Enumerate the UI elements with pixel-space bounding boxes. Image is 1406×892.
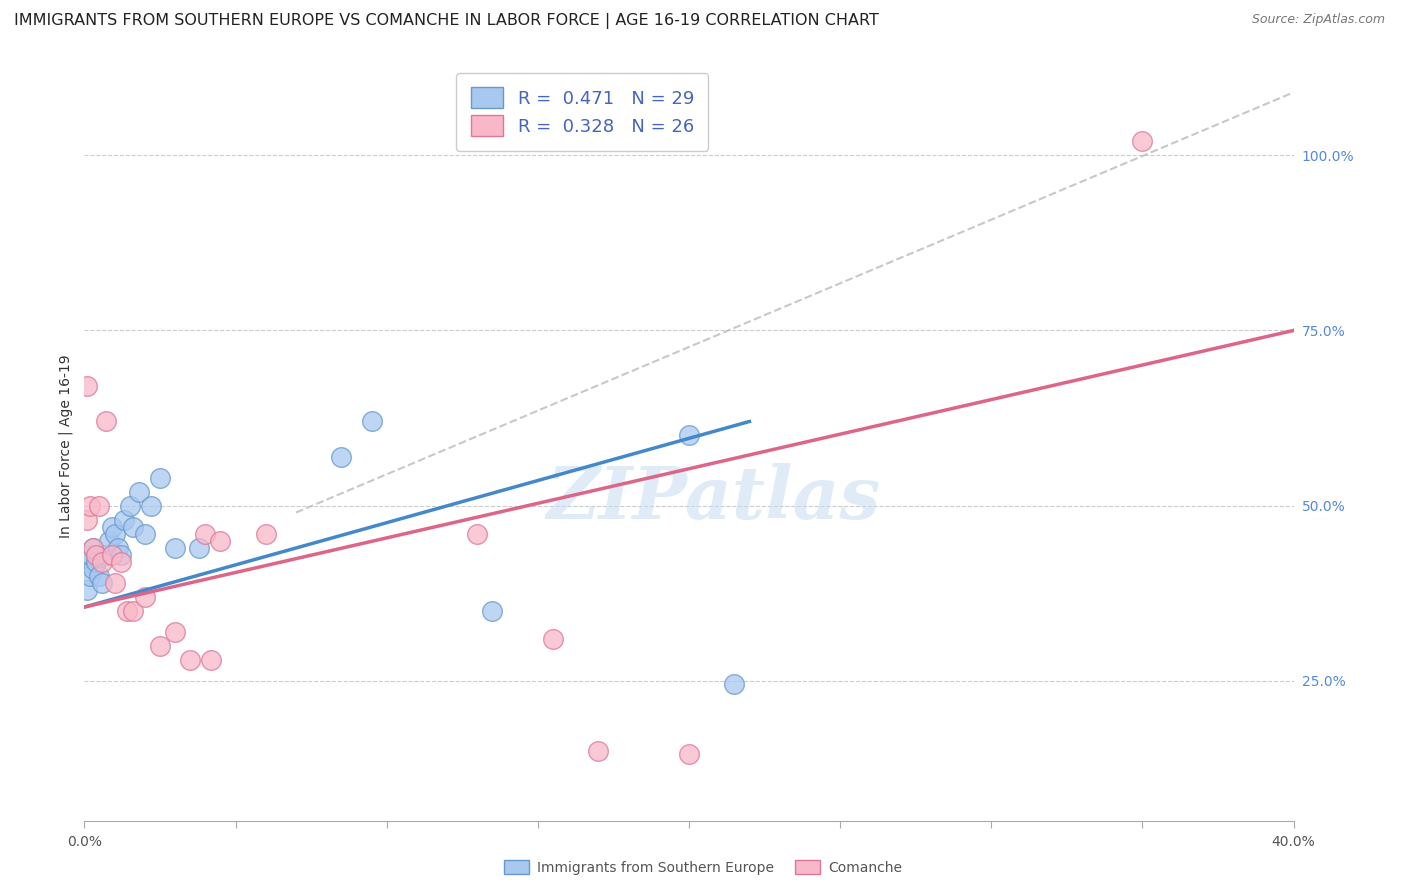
- Point: [76, 379, 98, 393]
- Point: [723, 677, 745, 691]
- Point: [330, 450, 353, 464]
- Point: [678, 428, 700, 442]
- Text: Source: ZipAtlas.com: Source: ZipAtlas.com: [1251, 13, 1385, 27]
- Point: [104, 575, 127, 590]
- Point: [97, 533, 120, 548]
- Point: [86, 548, 108, 562]
- Point: [481, 603, 503, 617]
- Point: [209, 533, 232, 548]
- Point: [112, 512, 135, 526]
- Point: [254, 526, 277, 541]
- Point: [89, 568, 111, 582]
- Point: [200, 652, 222, 666]
- Point: [79, 548, 101, 562]
- Point: [121, 603, 143, 617]
- Point: [139, 499, 162, 513]
- Point: [541, 632, 564, 646]
- Point: [76, 582, 98, 597]
- Point: [89, 499, 111, 513]
- Point: [82, 541, 104, 555]
- Point: [76, 555, 98, 569]
- Point: [588, 743, 610, 757]
- Point: [100, 519, 122, 533]
- Point: [82, 541, 104, 555]
- Point: [134, 526, 156, 541]
- Point: [121, 519, 143, 533]
- Point: [467, 526, 489, 541]
- Point: [1130, 135, 1153, 149]
- Point: [82, 561, 104, 575]
- Point: [91, 575, 114, 590]
- Point: [149, 470, 172, 484]
- Point: [107, 541, 129, 555]
- Point: [188, 541, 211, 555]
- Point: [128, 484, 150, 499]
- Point: [115, 603, 138, 617]
- Point: [165, 541, 187, 555]
- Legend: R =  0.471   N = 29, R =  0.328   N = 26: R = 0.471 N = 29, R = 0.328 N = 26: [456, 73, 709, 151]
- Point: [149, 639, 172, 653]
- Point: [79, 568, 101, 582]
- Text: ZIPatlas: ZIPatlas: [546, 463, 880, 534]
- Point: [79, 499, 101, 513]
- Legend: Immigrants from Southern Europe, Comanche: Immigrants from Southern Europe, Comanch…: [498, 855, 908, 880]
- Point: [110, 555, 132, 569]
- Point: [179, 652, 201, 666]
- Point: [194, 526, 217, 541]
- Point: [86, 555, 108, 569]
- Y-axis label: In Labor Force | Age 16-19: In Labor Force | Age 16-19: [59, 354, 73, 538]
- Point: [91, 555, 114, 569]
- Point: [678, 747, 700, 761]
- Point: [165, 624, 187, 639]
- Point: [76, 512, 98, 526]
- Point: [360, 415, 382, 429]
- Point: [118, 499, 141, 513]
- Point: [100, 548, 122, 562]
- Point: [110, 548, 132, 562]
- Point: [94, 415, 117, 429]
- Point: [94, 548, 117, 562]
- Point: [134, 590, 156, 604]
- Point: [104, 526, 127, 541]
- Text: IMMIGRANTS FROM SOUTHERN EUROPE VS COMANCHE IN LABOR FORCE | AGE 16-19 CORRELATI: IMMIGRANTS FROM SOUTHERN EUROPE VS COMAN…: [14, 13, 879, 29]
